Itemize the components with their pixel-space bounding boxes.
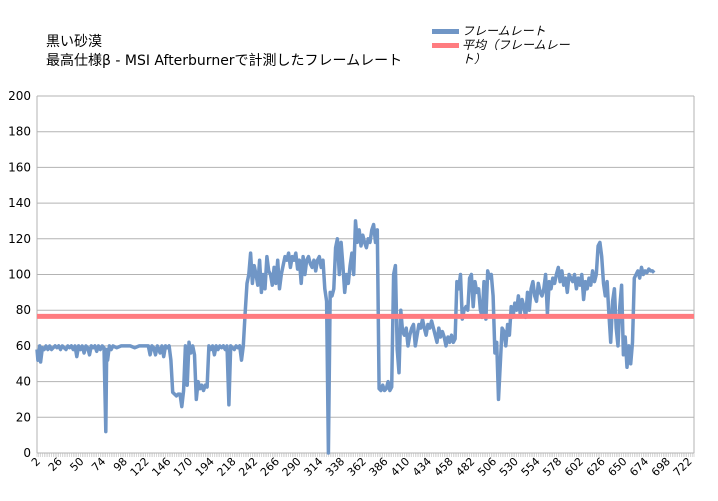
chart-title-line1: 黒い砂漠 <box>46 34 102 50</box>
y-tick-label: 0 <box>23 446 31 460</box>
x-tick-label: 530 <box>497 455 521 479</box>
y-tick-label: 40 <box>16 375 31 389</box>
x-tick-label: 482 <box>453 455 477 479</box>
x-tick-label: 458 <box>432 455 456 479</box>
legend-item-average: 平均（フレームレート） <box>432 38 582 66</box>
y-tick-label: 60 <box>16 339 31 353</box>
chart-title: 黒い砂漠 最高仕様β - MSI Afterburnerで計測したフレームレート <box>46 33 402 71</box>
x-tick-label: 194 <box>193 455 217 479</box>
x-tick-label: 50 <box>67 455 86 474</box>
x-tick-label: 434 <box>410 455 434 479</box>
x-tick-label: 218 <box>215 455 239 479</box>
legend-swatch-framerate <box>432 29 459 34</box>
y-tick-label: 200 <box>8 89 31 103</box>
y-tick-label: 100 <box>8 268 31 282</box>
legend-label-framerate: フレームレート <box>462 24 546 38</box>
y-tick-label: 180 <box>8 125 31 139</box>
legend-label-average: 平均（フレームレート） <box>462 38 570 66</box>
x-tick-label: 410 <box>388 455 412 479</box>
x-tick-label: 554 <box>519 455 543 479</box>
x-tick-label: 626 <box>584 455 608 479</box>
x-tick-label: 266 <box>258 455 282 479</box>
x-tick-label: 338 <box>323 455 347 479</box>
legend: フレームレート 平均（フレームレート） <box>432 24 582 66</box>
x-tick-label: 26 <box>46 455 65 474</box>
x-tick-label: 314 <box>301 455 325 479</box>
x-tick-label: 122 <box>128 455 152 479</box>
x-tick-label: 98 <box>111 455 130 474</box>
x-tick-label: 170 <box>171 455 195 479</box>
x-tick-label: 578 <box>540 455 564 479</box>
x-tick-label: 674 <box>627 455 651 479</box>
x-tick-label: 74 <box>89 455 108 474</box>
y-tick-label: 160 <box>8 160 31 174</box>
x-tick-label: 650 <box>605 455 629 479</box>
x-tick-label: 362 <box>345 455 369 479</box>
x-tick-label: 2 <box>29 455 43 469</box>
legend-item-framerate: フレームレート <box>432 24 582 38</box>
x-tick-label: 506 <box>475 455 499 479</box>
y-tick-label: 20 <box>16 410 31 424</box>
x-tick-label: 698 <box>649 455 673 479</box>
y-tick-label: 80 <box>16 303 31 317</box>
x-tick-label: 290 <box>280 455 304 479</box>
legend-swatch-average <box>432 43 459 48</box>
framerate-series-line <box>35 219 656 455</box>
x-tick-label: 242 <box>236 455 260 479</box>
x-tick-label: 146 <box>149 455 173 479</box>
chart-title-line2: 最高仕様β - MSI Afterburnerで計測したフレームレート <box>46 53 403 69</box>
x-tick-label: 386 <box>367 455 391 479</box>
x-tick-label: 602 <box>562 455 586 479</box>
y-tick-label: 140 <box>8 196 31 210</box>
x-tick-label: 722 <box>671 455 695 479</box>
y-tick-label: 120 <box>8 232 31 246</box>
